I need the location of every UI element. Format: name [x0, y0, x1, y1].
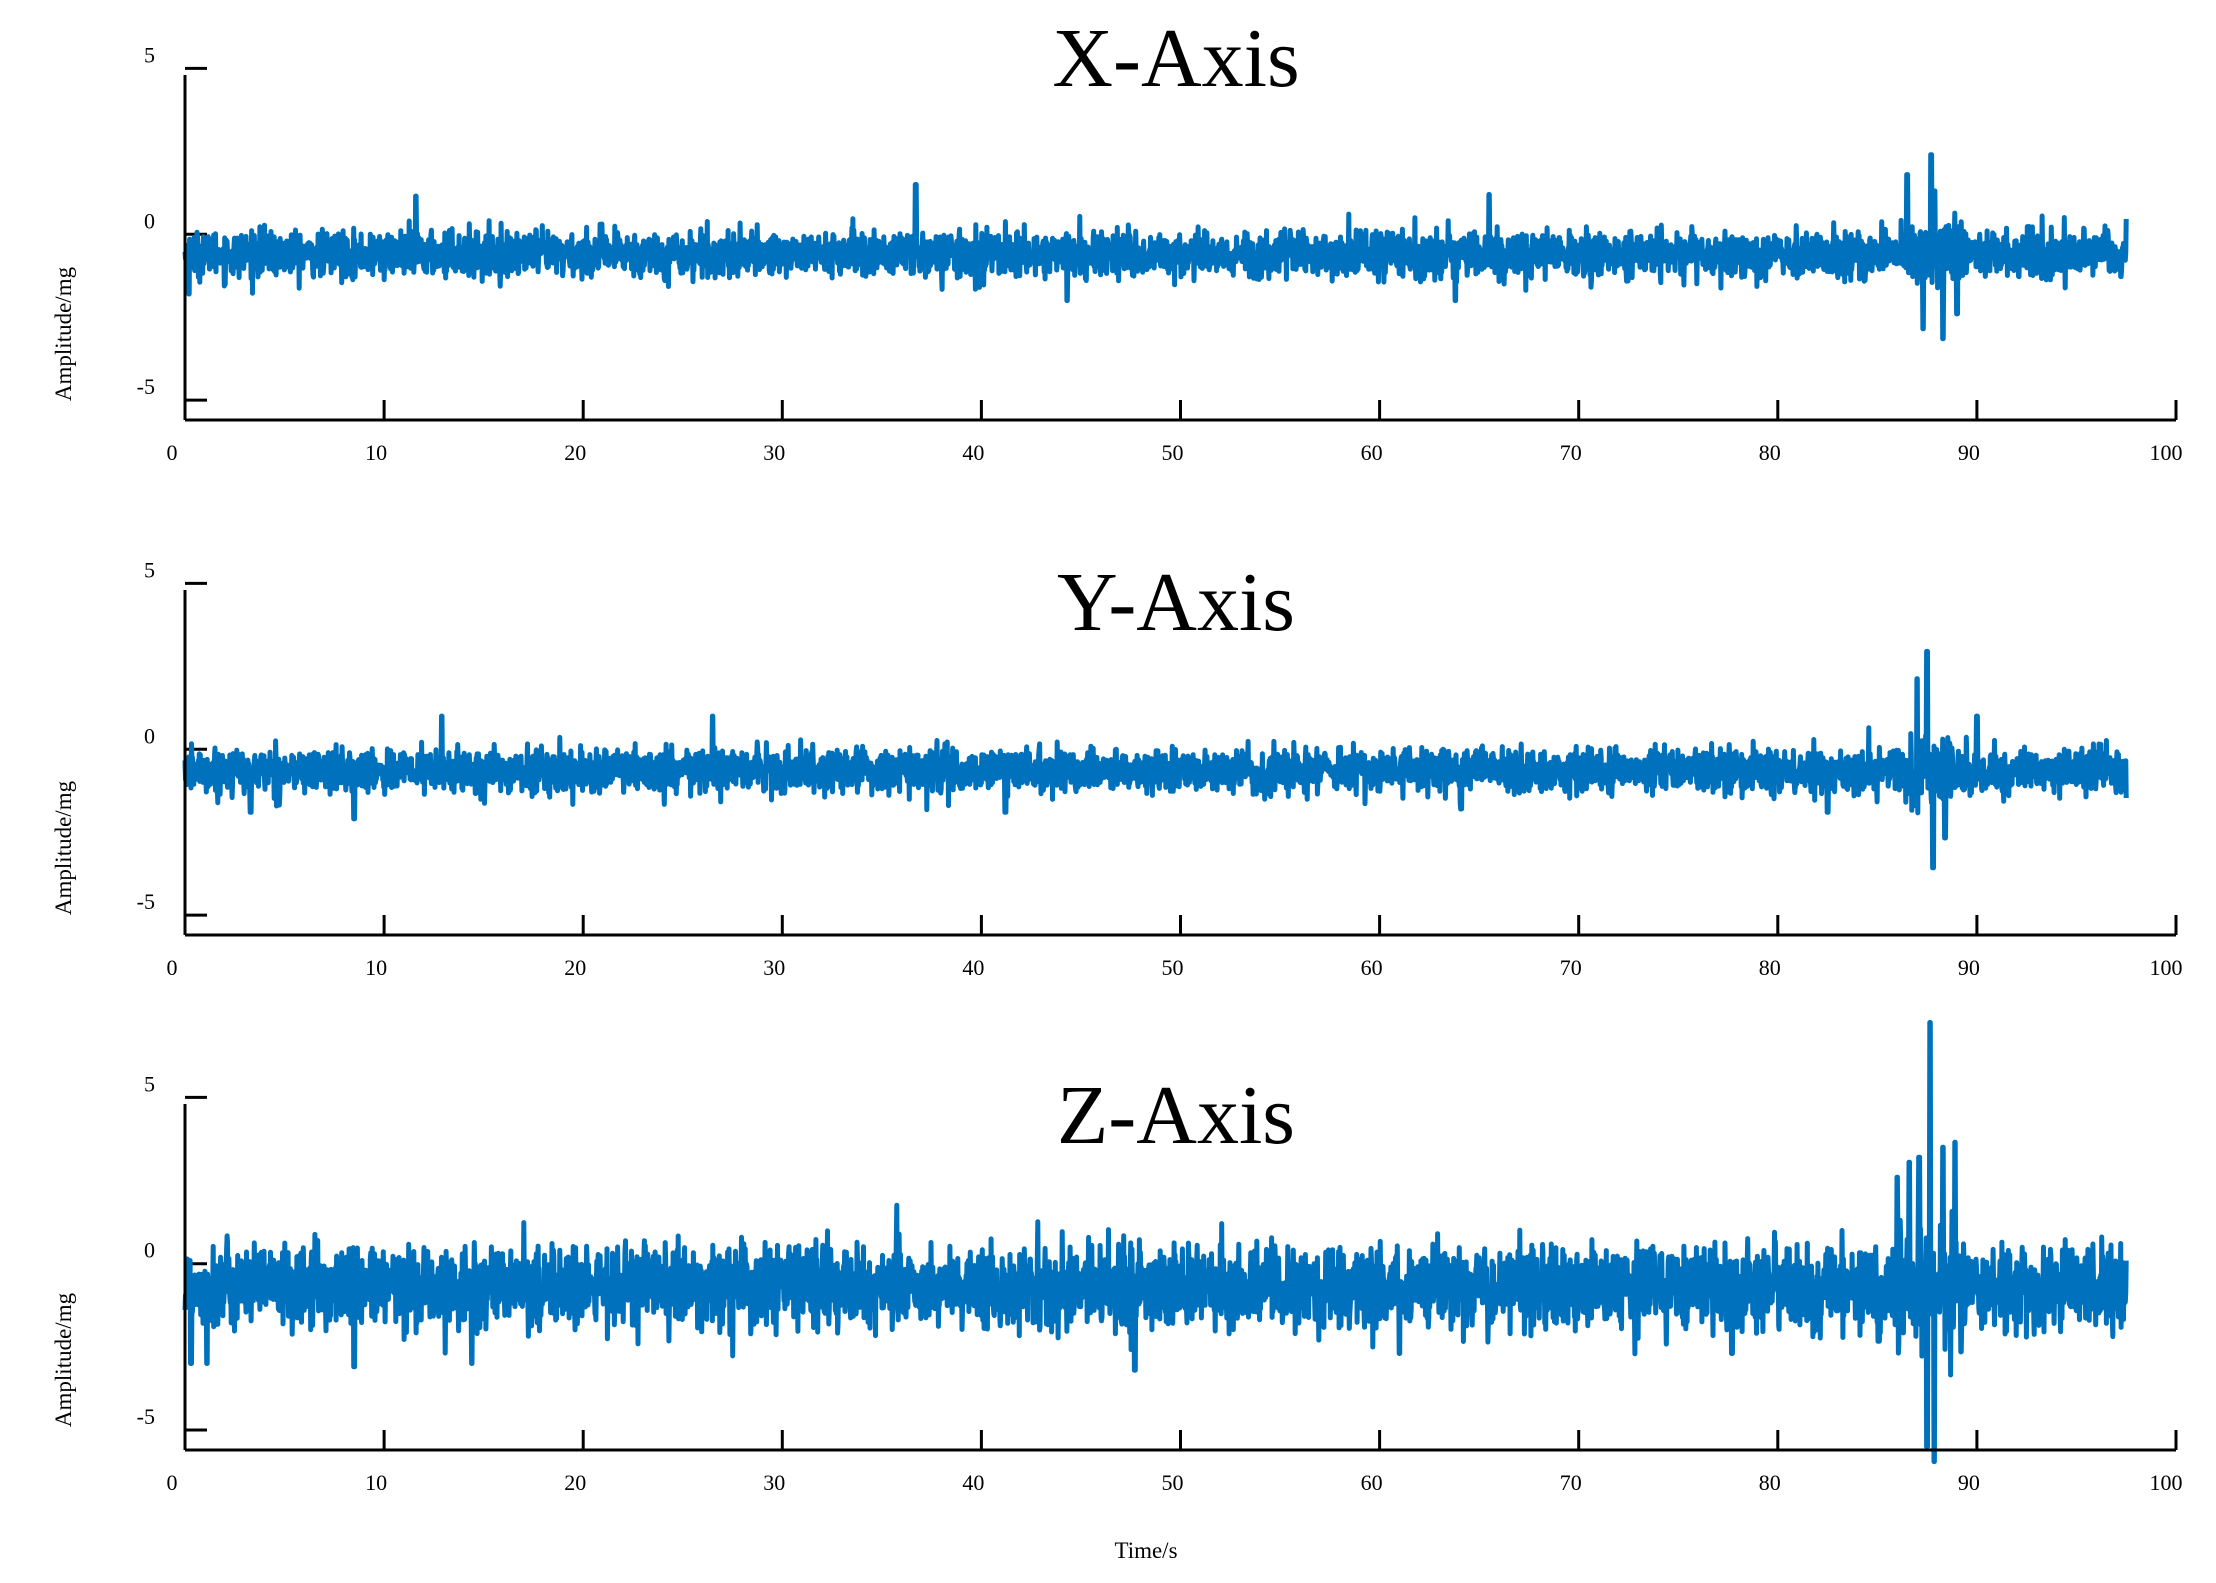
series-lines — [182, 648, 2129, 871]
x-tick-label: 60 — [1361, 440, 1383, 465]
y-tick-label: 5 — [144, 42, 155, 67]
x-tick-label: 60 — [1361, 1470, 1383, 1495]
x-tick-label: 30 — [763, 955, 785, 980]
series-line — [182, 648, 2129, 871]
y-tick-label: 0 — [144, 723, 155, 748]
x-tick-label: 90 — [1958, 1470, 1980, 1495]
y-ticks: -5 0 5 — [137, 42, 207, 402]
x-tick-label: 0 — [167, 1470, 178, 1495]
y-tick-label: 5 — [144, 557, 155, 582]
x-tick-label: 0 — [167, 440, 178, 465]
x-ticks: 0 10 20 30 40 50 60 70 80 90 100 — [167, 1430, 2183, 1495]
x-tick-label: 30 — [763, 1470, 785, 1495]
x-tick-label: 20 — [564, 440, 586, 465]
x-tick-label: 80 — [1759, 440, 1781, 465]
series-lines — [182, 152, 2129, 342]
panel-x-axis: X-Axis Amplitude/mg -5 0 5 0 10 20 30 40 50 60 70… — [51, 12, 2183, 465]
y-ticks: -5 0 5 — [137, 1071, 207, 1432]
x-tick-label: 40 — [962, 440, 984, 465]
x-tick-label: 20 — [564, 955, 586, 980]
x-tick-label: 100 — [2150, 955, 2183, 980]
axes — [183, 75, 2176, 422]
x-tick-label: 100 — [2150, 440, 2183, 465]
panel-z-axis: Z-Axis Amplitude/mg -5 0 5 0 10 20 30 40 50 60 70… — [51, 1020, 2183, 1495]
x-tick-label: 70 — [1560, 1470, 1582, 1495]
y-tick-label: 0 — [144, 208, 155, 233]
x-tick-label: 10 — [365, 440, 387, 465]
x-tick-label: 20 — [564, 1470, 586, 1495]
y-tick-label: -5 — [137, 889, 155, 914]
y-axis-label: Amplitude/mg — [51, 266, 76, 401]
x-tick-label: 40 — [962, 955, 984, 980]
x-tick-label: 70 — [1560, 440, 1582, 465]
x-tick-label: 10 — [365, 955, 387, 980]
y-axis-label: Amplitude/mg — [51, 1292, 76, 1427]
x-tick-label: 0 — [167, 955, 178, 980]
x-ticks: 0 10 20 30 40 50 60 70 80 90 100 — [167, 400, 2183, 465]
series-lines — [182, 1020, 2129, 1465]
y-tick-label: -5 — [137, 374, 155, 399]
y-tick-label: 5 — [144, 1071, 155, 1096]
x-tick-label: 10 — [365, 1470, 387, 1495]
x-tick-label: 90 — [1958, 955, 1980, 980]
axes — [183, 1104, 2176, 1452]
series-line — [182, 152, 2129, 342]
x-tick-label: 40 — [962, 1470, 984, 1495]
x-tick-label: 30 — [763, 440, 785, 465]
chart-title: Z-Axis — [1057, 1069, 1295, 1162]
axes — [183, 590, 2176, 937]
panel-y-axis: Y-Axis Amplitude/mg -5 0 5 0 10 20 30 40 50 60 70… — [51, 556, 2183, 980]
y-axis-label: Amplitude/mg — [51, 780, 76, 915]
x-tick-label: 70 — [1560, 955, 1582, 980]
series-line — [182, 1020, 2129, 1465]
chart-title: Y-Axis — [1057, 556, 1295, 649]
y-ticks: -5 0 5 — [137, 557, 207, 917]
x-ticks: 0 10 20 30 40 50 60 70 80 90 100 — [167, 915, 2183, 980]
x-tick-label: 50 — [1162, 440, 1184, 465]
x-axis-label: Time/s — [1114, 1538, 1177, 1563]
x-tick-label: 80 — [1759, 955, 1781, 980]
x-tick-label: 50 — [1162, 955, 1184, 980]
y-tick-label: -5 — [137, 1404, 155, 1429]
x-tick-label: 60 — [1361, 955, 1383, 980]
chart-title: X-Axis — [1052, 12, 1299, 105]
y-tick-label: 0 — [144, 1238, 155, 1263]
x-tick-label: 80 — [1759, 1470, 1781, 1495]
x-tick-label: 50 — [1162, 1470, 1184, 1495]
x-tick-label: 90 — [1958, 440, 1980, 465]
x-tick-label: 100 — [2150, 1470, 2183, 1495]
